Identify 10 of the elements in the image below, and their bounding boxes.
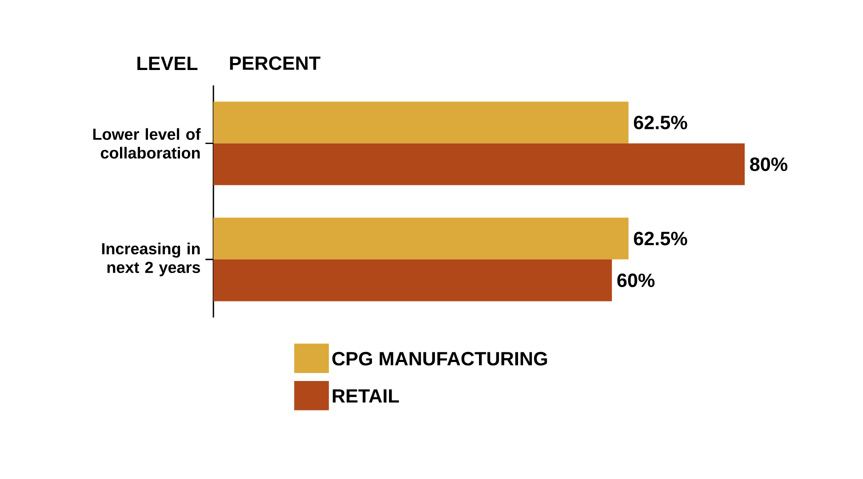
legend-label: RETAIL (332, 389, 399, 403)
data-label: 60% (617, 274, 655, 288)
y-tick-label: Increasing in next 2 years (102, 242, 200, 276)
y-tick-label: Lower level of collaboration (93, 128, 201, 159)
data-label: 80% (750, 158, 788, 172)
y-axis-title: LEVEL (137, 56, 198, 70)
data-label: 62.5% (634, 232, 688, 246)
legend-label: CPG MANUFACTURING (332, 352, 547, 366)
data-label: 62.5% (634, 116, 688, 130)
x-axis-title: PERCENT (230, 56, 320, 70)
